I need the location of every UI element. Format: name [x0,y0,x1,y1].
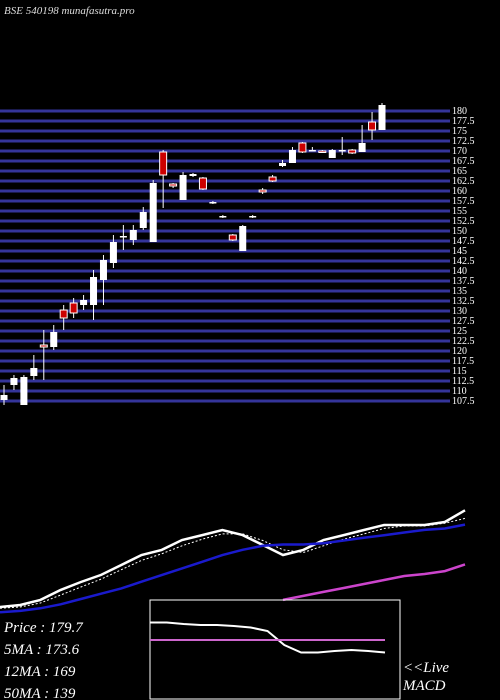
candle-body [198,177,207,190]
ma-line [282,563,466,602]
candle-body [50,332,58,347]
candle-body [268,176,277,182]
y-tick-label: 155 [452,206,467,217]
ma-line [0,523,466,614]
candle-body [159,151,168,176]
legend-entry: Price : 179.7 [3,620,84,636]
candle-body [348,149,357,154]
y-tick-label: 112.5 [452,376,474,387]
ma-line [0,517,466,609]
candle-body [149,183,157,242]
y-tick-label: 117.5 [452,356,474,367]
candle-body [239,226,247,251]
y-tick-label: 137.5 [452,276,475,287]
candle-body [169,183,178,187]
candle-body [209,202,217,204]
y-tick-label: 162.5 [452,176,475,187]
candle-body [298,142,307,153]
y-tick-label: 142.5 [452,256,475,267]
macd-label: MACD [402,678,446,694]
y-tick-label: 177.5 [452,116,475,127]
candle-body [368,121,377,131]
candle-body [99,260,107,280]
y-tick-label: 135 [452,286,467,297]
candle-body [219,216,227,218]
candle-body [109,242,117,263]
y-tick-label: 107.5 [452,396,475,407]
candle-body [358,143,366,152]
y-tick-label: 140 [452,266,467,277]
macd-label: <<Live [403,660,449,676]
y-tick-label: 115 [452,366,467,377]
candle-body [328,150,336,158]
candle-body [258,189,267,193]
y-tick-label: 172.5 [452,136,475,147]
chart-title: BSE 540198 munafasutra.pro [4,5,135,17]
y-tick-label: 170 [452,146,467,157]
y-tick-label: 167.5 [452,156,475,167]
candle-body [378,105,386,130]
candle-body [0,395,8,400]
y-tick-label: 127.5 [452,316,475,327]
candle-body [139,212,147,228]
y-tick-label: 120 [452,346,467,357]
macd-box [149,599,401,700]
candle-body [10,378,18,385]
legend-entry: 12MA : 169 [4,664,76,680]
candle-body [228,234,237,241]
y-tick-label: 165 [452,166,467,177]
candle-body [69,302,78,314]
y-tick-label: 147.5 [452,236,475,247]
candle-body [249,216,257,218]
candle-body [279,163,287,166]
candle-body [338,150,346,152]
candle-body [288,150,296,163]
y-tick-label: 150 [452,226,467,237]
candle-body [80,300,88,305]
candle-body [179,175,187,200]
candle-body [20,377,28,405]
y-tick-label: 122.5 [452,336,475,347]
candle-body [189,174,197,176]
y-tick-label: 157.5 [452,196,475,207]
y-tick-label: 125 [452,326,467,337]
y-tick-label: 180 [452,106,467,117]
y-tick-label: 160 [452,186,467,197]
y-tick-label: 110 [452,386,467,397]
y-tick-label: 132.5 [452,296,475,307]
y-tick-label: 145 [452,246,467,257]
candle-body [90,277,98,305]
legend-entry: 50MA : 139 [4,686,76,700]
candle-body [39,344,48,348]
y-tick-label: 130 [452,306,467,317]
macd-line [150,621,386,654]
legend-entry: 5MA : 173.6 [4,642,80,658]
y-tick-label: 152.5 [452,216,475,227]
candle-body [308,150,316,152]
candle-body [129,230,137,240]
candle-body [59,309,68,319]
candle-body [119,236,127,238]
ma-line [0,509,466,609]
candle-body [318,150,327,153]
candle-body [30,368,38,376]
y-tick-label: 175 [452,126,467,137]
